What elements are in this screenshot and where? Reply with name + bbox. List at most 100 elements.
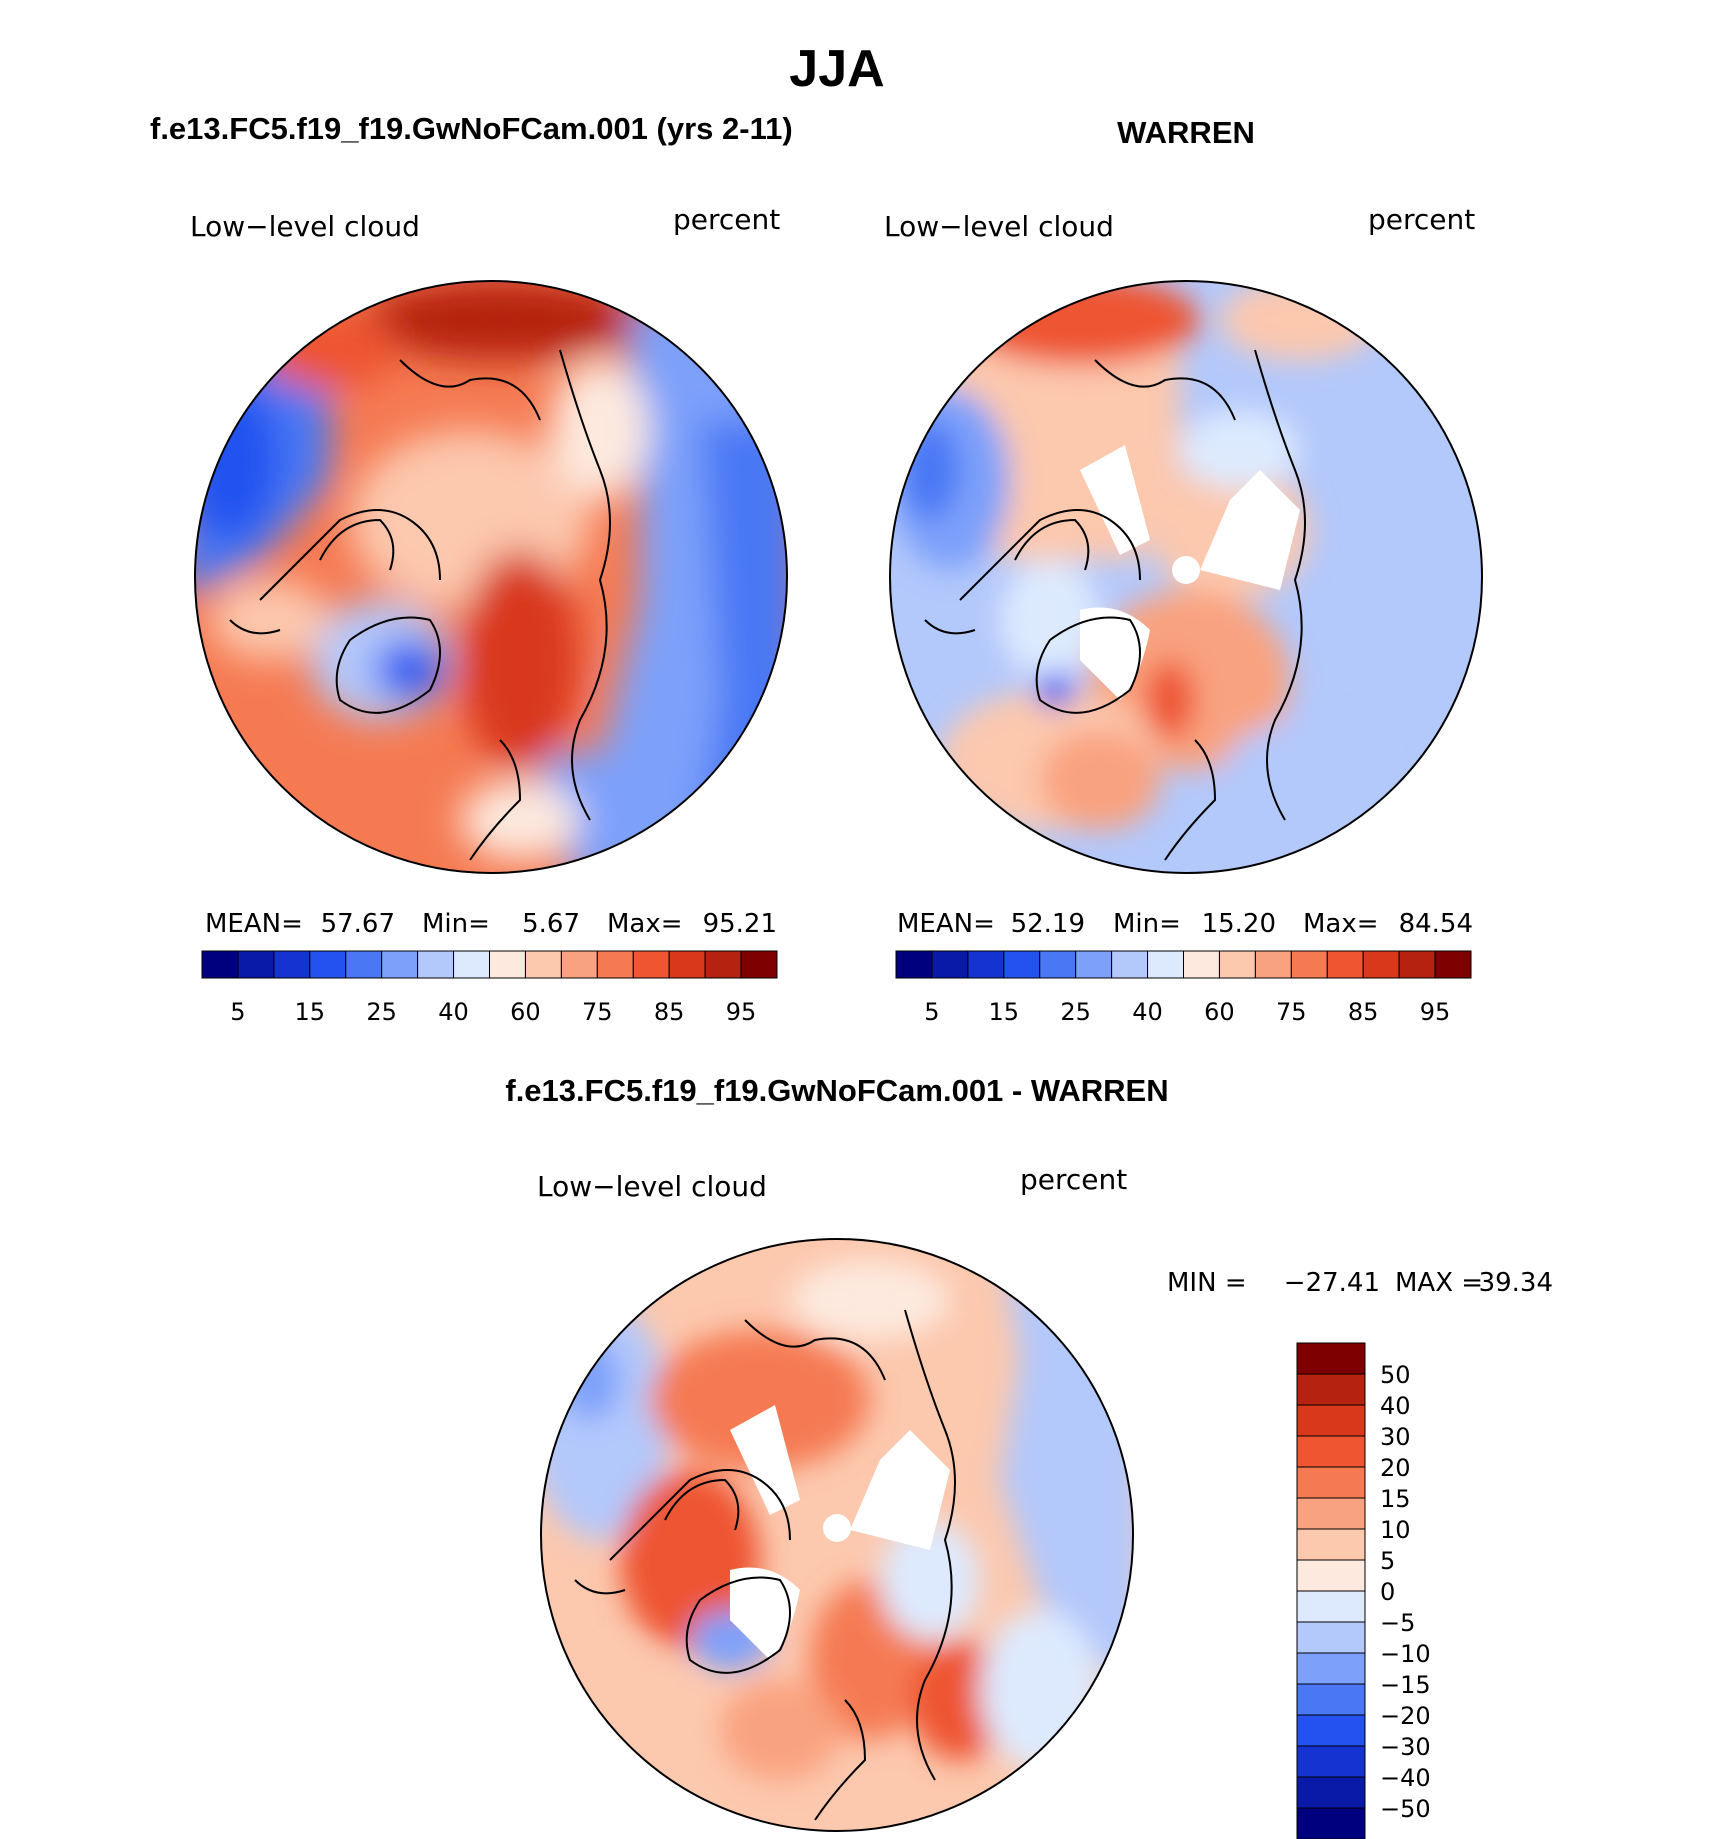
obs-colorbar-swatch [1290,950,1328,979]
obs-colorbar-tick-label: 15 [989,998,1020,1026]
model-mean-label: MEAN= [205,909,303,939]
obs-colorbar-tick-label: 75 [1276,998,1307,1026]
diff-colorbar-swatch [1296,1342,1366,1375]
model-colorbar-tick-label: 85 [654,998,685,1026]
diff-colorbar-swatch [1296,1776,1366,1809]
diff-colorbar-swatch [1296,1559,1366,1592]
diff-colorbar-tick-label: 0 [1380,1578,1395,1606]
diff-colorbar-tick-label: −15 [1380,1671,1431,1699]
obs-colorbar: 5 15 25 40 60 75 85 95 [895,950,1472,1026]
diff-colorbar-tick-label: −40 [1380,1764,1431,1792]
diff-colorbar-tick-label: 15 [1380,1485,1411,1513]
model-colorbar-swatch [273,950,311,979]
obs-colorbar-swatch [967,950,1005,979]
obs-colorbar-swatch [1434,950,1472,979]
model-colorbar-swatch [201,950,239,979]
diff-colorbar-swatch [1296,1528,1366,1561]
model-colorbar-swatch [453,950,490,979]
model-colorbar-swatch [381,950,419,979]
model-colorbar-tick-label: 5 [230,998,245,1026]
model-colorbar-swatch [237,950,275,979]
diff-colorbar-tick-label: −20 [1380,1702,1431,1730]
model-colorbar-swatch [668,950,706,979]
diff-colorbar-swatch [1296,1435,1366,1468]
model-stats: MEAN= 57.67 Min= 5.67 Max= 95.21 [205,909,777,939]
diff-colorbar-tick-label: 50 [1380,1361,1411,1389]
obs-colorbar-swatch [1254,950,1292,979]
obs-mean-value: 52.19 [1011,909,1085,939]
obs-colorbar-tick-label: 85 [1348,998,1379,1026]
obs-colorbar-tick-label: 95 [1420,998,1451,1026]
obs-colorbar-tick-label: 40 [1132,998,1163,1026]
model-mean-value: 57.67 [321,909,395,939]
obs-colorbar-swatch [1398,950,1436,979]
model-colorbar-tick-label: 15 [295,998,326,1026]
diff-colorbar-swatch [1296,1683,1366,1716]
diff-colorbar-swatch [1296,1714,1366,1747]
obs-min-label: Min= [1113,909,1181,939]
obs-colorbar-swatch [1362,950,1400,979]
model-panel-header: f.e13.FC5.f19_f19.GwNoFCam.001 (yrs 2-11… [150,111,793,146]
diff-variable-label: Low−level cloud [537,1170,767,1203]
model-min-label: Min= [422,909,490,939]
obs-colorbar-swatch [1075,950,1113,979]
obs-units-label: percent [1368,203,1475,236]
diff-colorbar-swatch [1296,1497,1366,1530]
model-min-value: 5.67 [522,909,580,939]
model-max-label: Max= [607,909,683,939]
model-colorbar-swatch [417,950,455,979]
obs-colorbar-swatch [1147,950,1184,979]
diff-colorbar-tick-label: 10 [1380,1516,1411,1544]
diff-colorbar-swatch [1296,1621,1366,1654]
model-units-label: percent [673,203,780,236]
diff-colorbar-tick-label: 30 [1380,1423,1411,1451]
obs-stats: MEAN= 52.19 Min= 15.20 Max= 84.54 [897,909,1473,939]
obs-colorbar-swatch [1003,950,1041,979]
model-colorbar-tick-label: 40 [438,998,469,1026]
diff-colorbar-tick-label: −5 [1380,1609,1415,1637]
season-title: JJA [789,40,884,98]
diff-max-label: MAX = [1395,1268,1483,1298]
model-colorbar-tick-label: 25 [366,998,397,1026]
model-colorbar-swatch [345,950,383,979]
obs-colorbar-tick-label: 25 [1060,998,1091,1026]
diff-colorbar-tick-label: −50 [1380,1795,1431,1823]
model-colorbar-swatch [596,950,634,979]
model-colorbar: 5 15 25 40 60 75 85 95 [201,950,778,1026]
model-max-value: 95.21 [703,909,777,939]
diff-units-label: percent [1020,1163,1127,1196]
diff-colorbar-tick-label: 5 [1380,1547,1395,1575]
obs-variable-label: Low−level cloud [884,210,1114,243]
diff-polar-map [540,1238,1134,1832]
diff-stats: MIN = −27.41 MAX = 39.34 [1167,1268,1553,1298]
obs-colorbar-swatch [1111,950,1149,979]
model-colorbar-swatch [309,950,347,979]
obs-colorbar-swatch [931,950,969,979]
obs-max-label: Max= [1303,909,1379,939]
obs-colorbar-swatch [1218,950,1256,979]
diff-colorbar-swatch [1296,1745,1366,1778]
diff-panel-header: f.e13.FC5.f19_f19.GwNoFCam.001 - WARREN [505,1073,1168,1108]
obs-polar-map [889,280,1483,874]
obs-mean-label: MEAN= [897,909,995,939]
obs-colorbar-tick-label: 5 [924,998,939,1026]
diff-colorbar-tick-label: −30 [1380,1733,1431,1761]
model-colorbar-swatch [632,950,670,979]
diff-max-value: 39.34 [1479,1268,1553,1298]
obs-colorbar-swatch [895,950,933,979]
diff-colorbar-swatch [1296,1807,1366,1839]
model-colorbar-tick-label: 95 [726,998,757,1026]
model-colorbar-swatch [560,950,598,979]
model-colorbar-tick-label: 75 [582,998,613,1026]
diff-colorbar-swatch [1296,1466,1366,1499]
obs-colorbar-tick-label: 60 [1204,998,1235,1026]
obs-colorbar-swatch [1326,950,1364,979]
obs-min-value: 15.20 [1202,909,1276,939]
diff-colorbar-tick-label: 20 [1380,1454,1411,1482]
diff-min-label: MIN = [1167,1268,1247,1298]
model-colorbar-swatch [704,950,742,979]
obs-max-value: 84.54 [1399,909,1473,939]
diff-min-value: −27.41 [1284,1268,1380,1298]
obs-colorbar-swatch [1039,950,1077,979]
